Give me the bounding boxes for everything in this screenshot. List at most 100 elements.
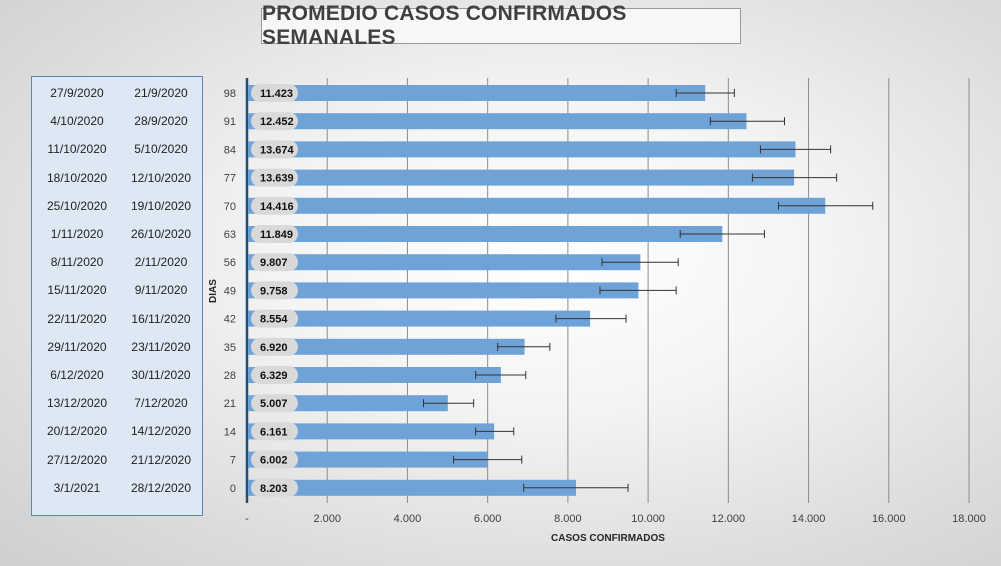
data-label: 6.920 <box>260 342 288 354</box>
x-tick-label: - <box>245 513 249 525</box>
y-tick-label: 28 <box>224 370 236 382</box>
date-row: 8/11/2020 2/11/2020 <box>32 255 204 275</box>
y-axis-title: DIAS <box>208 279 219 303</box>
week-end-date: 1/11/2020 <box>50 227 104 241</box>
date-row: 3/1/2021 28/12/2020 <box>32 481 204 501</box>
week-start-date: 12/10/2020 <box>130 170 192 185</box>
date-row: 11/10/2020 5/10/2020 <box>32 142 204 162</box>
data-label-bg <box>251 422 298 441</box>
data-label: 9.807 <box>260 257 288 269</box>
y-tick-label: 98 <box>224 88 236 100</box>
data-label-bg <box>251 337 298 356</box>
data-label-bg <box>251 394 298 413</box>
week-start-date: 21/12/2020 <box>130 452 192 467</box>
x-tick-label: 10.000 <box>631 513 665 525</box>
week-end-date: 27/9/2020 <box>50 86 104 100</box>
week-end-date: 18/10/2020 <box>46 170 108 185</box>
y-tick-label: 84 <box>224 144 236 156</box>
data-label: 5.007 <box>260 398 288 410</box>
data-label-bg <box>251 478 298 497</box>
x-tick-label: 14.000 <box>792 513 826 525</box>
bar <box>248 367 501 383</box>
week-end-date: 4/10/2020 <box>50 114 104 129</box>
week-start-date: 26/10/2020 <box>130 227 192 241</box>
data-label-bg <box>251 84 298 102</box>
y-tick-label: 49 <box>224 285 236 297</box>
week-start-date: 7/12/2020 <box>134 396 188 411</box>
data-label-bg <box>251 112 298 131</box>
week-start-date: 23/11/2020 <box>131 339 191 354</box>
x-tick-label: 16.000 <box>872 513 906 525</box>
data-label-bg <box>251 366 298 384</box>
date-row: 15/11/2020 9/11/2020 <box>32 283 204 303</box>
data-label-bg <box>251 225 298 243</box>
data-label-bg <box>251 196 298 215</box>
date-row: 25/10/2020 19/10/2020 <box>32 199 204 219</box>
bar <box>248 169 795 186</box>
data-label-bg <box>251 450 298 469</box>
bar <box>248 423 495 440</box>
data-label: 12.452 <box>260 116 294 128</box>
data-label: 8.203 <box>260 483 288 495</box>
date-row: 20/12/2020 14/12/2020 <box>32 424 204 444</box>
week-start-date: 5/10/2020 <box>134 142 188 157</box>
week-start-date: 28/9/2020 <box>134 114 188 129</box>
bar <box>248 197 826 214</box>
bar <box>248 282 639 299</box>
data-label-bg <box>251 309 298 328</box>
bar <box>248 113 747 130</box>
week-start-date: 2/11/2020 <box>134 255 188 270</box>
data-label: 11.849 <box>260 229 293 241</box>
data-label: 9.758 <box>260 285 288 297</box>
x-tick-label: 18.000 <box>952 513 986 525</box>
data-label-bg <box>251 168 298 187</box>
week-end-date: 22/11/2020 <box>47 311 107 326</box>
bar <box>248 310 591 327</box>
data-label: 11.423 <box>260 88 293 100</box>
week-end-date: 15/11/2020 <box>47 283 107 298</box>
week-end-date: 6/12/2020 <box>50 368 104 382</box>
data-label: 14.416 <box>260 201 294 213</box>
week-start-date: 21/9/2020 <box>134 86 188 100</box>
data-label: 6.329 <box>260 370 288 382</box>
week-start-date: 19/10/2020 <box>130 198 192 213</box>
y-tick-label: 91 <box>224 116 236 128</box>
y-tick-label: 21 <box>224 398 236 410</box>
date-row: 13/12/2020 7/12/2020 <box>32 396 204 416</box>
y-tick-label: 77 <box>224 173 236 185</box>
week-start-date: 30/11/2020 <box>131 368 191 382</box>
week-start-date: 16/11/2020 <box>131 311 191 326</box>
bar <box>248 395 448 412</box>
date-row: 27/12/2020 21/12/2020 <box>32 453 204 473</box>
y-tick-label: 70 <box>224 201 236 213</box>
date-row: 27/9/2020 21/9/2020 <box>32 86 204 106</box>
bar <box>248 451 488 468</box>
x-axis-title: CASOS CONFIRMADOS <box>551 533 665 544</box>
data-label: 13.674 <box>260 144 295 156</box>
bar <box>248 338 525 355</box>
week-end-date: 25/10/2020 <box>46 198 108 213</box>
week-start-date: 9/11/2020 <box>134 283 188 298</box>
date-row: 22/11/2020 16/11/2020 <box>32 312 204 332</box>
bar <box>248 479 577 496</box>
data-label: 6.002 <box>260 455 288 467</box>
data-label: 8.554 <box>260 314 288 326</box>
week-end-date: 13/12/2020 <box>46 396 108 411</box>
data-label-bg <box>251 253 298 272</box>
week-start-date: 14/12/2020 <box>130 424 192 439</box>
y-tick-label: 7 <box>230 455 236 467</box>
y-tick-label: 63 <box>224 229 236 241</box>
data-label: 6.161 <box>260 426 288 438</box>
week-end-date: 3/1/2021 <box>53 480 101 495</box>
bar <box>248 226 723 242</box>
y-tick-label: 56 <box>224 257 236 269</box>
week-end-date: 27/12/2020 <box>46 452 108 467</box>
bar <box>248 85 706 101</box>
date-row: 1/11/2020 26/10/2020 <box>32 227 204 247</box>
x-tick-label: 6.000 <box>474 513 502 525</box>
date-row: 6/12/2020 30/11/2020 <box>32 368 204 388</box>
y-tick-label: 35 <box>224 342 236 354</box>
x-tick-label: 4.000 <box>394 513 422 525</box>
data-label-bg <box>251 281 298 300</box>
data-label: 13.639 <box>260 173 294 185</box>
